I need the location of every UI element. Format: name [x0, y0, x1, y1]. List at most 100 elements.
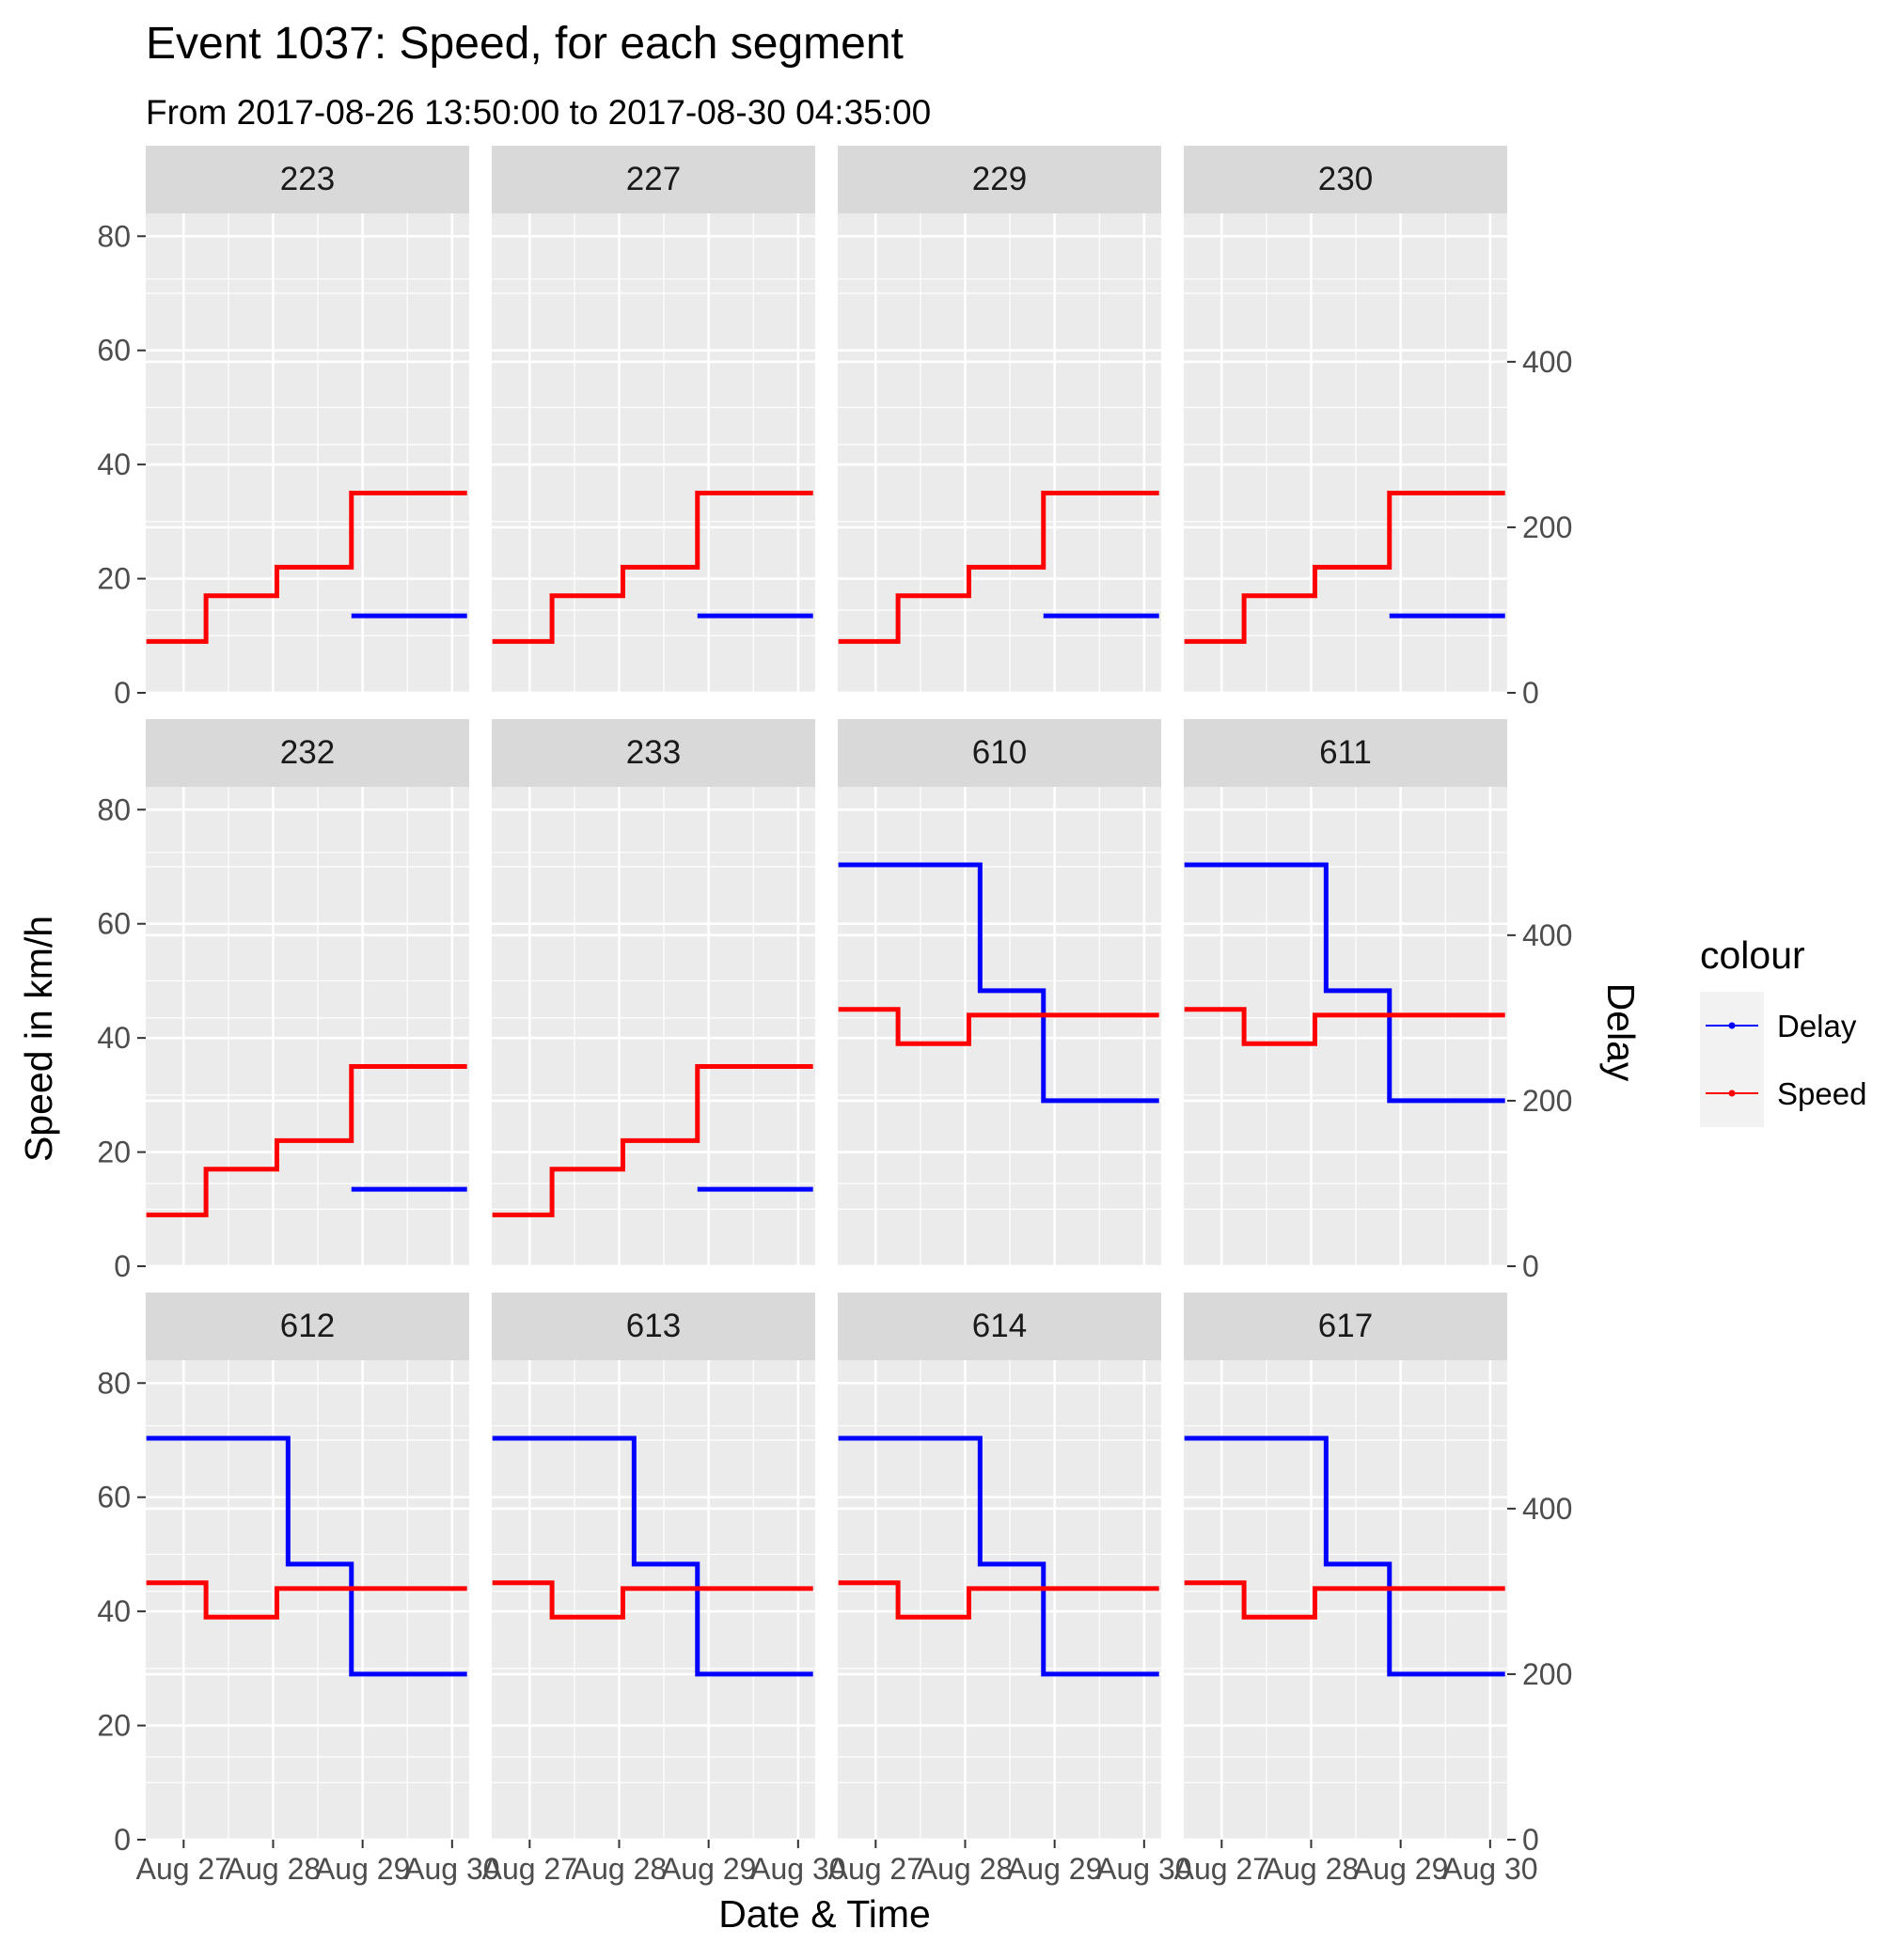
y2-axis-tick-label: 200	[1522, 1084, 1572, 1118]
speed-series-line	[838, 1007, 1159, 1046]
facet-panel-233: 233	[492, 719, 815, 1268]
x-axis-tick-label: Aug 30	[750, 1852, 845, 1886]
y-axis-tick-label: 40	[97, 1594, 131, 1628]
facet-panel-227: 227	[492, 146, 815, 695]
x-axis-tick-label: Aug 29	[315, 1852, 410, 1886]
y-axis-tick-label: 60	[97, 334, 131, 368]
facet-panel-612: 612	[146, 1293, 469, 1842]
x-axis-tick-label: Aug 28	[918, 1852, 1013, 1886]
panel-background	[146, 787, 469, 1266]
facet-panel-230: 230	[1184, 146, 1507, 695]
speed-series-line	[492, 1580, 813, 1620]
x-axis-tick-label: Aug 27	[136, 1852, 231, 1886]
y2-axis-tick-label: 0	[1522, 676, 1539, 710]
chart-subtitle: From 2017-08-26 13:50:00 to 2017-08-30 0…	[146, 93, 931, 132]
facet-panel-232: 232	[146, 719, 469, 1268]
panel-background	[1184, 213, 1507, 693]
speed-series-line	[492, 491, 813, 644]
speed-series-line	[1184, 1007, 1505, 1046]
chart-title: Event 1037: Speed, for each segment	[146, 19, 904, 69]
speed-series-line	[838, 491, 1159, 644]
delay-series-line	[838, 1435, 1159, 1677]
panel-background	[146, 1360, 469, 1840]
x-axis-tick-label: Aug 29	[1007, 1852, 1102, 1886]
delay-series-line	[492, 1435, 813, 1677]
y-axis-title: Speed in km/h	[17, 916, 60, 1162]
y2-axis-tick-label: 200	[1522, 1657, 1572, 1691]
delay-series-line	[838, 862, 1159, 1104]
axes: 0 20 40 60 80 0 200 400 0 20 40 60 80 0 200 400 0 20 40 60 8…	[97, 219, 1572, 1886]
x-axis-tick-label: Aug 29	[1353, 1852, 1448, 1886]
facet-panel-614: 614	[838, 1293, 1161, 1842]
delay-series-line	[1184, 1435, 1505, 1677]
facet-strip	[1184, 719, 1507, 787]
speed-series-line	[146, 491, 467, 644]
y2-axis-tick-label: 0	[1522, 1249, 1539, 1283]
facet-panel-611: 611	[1184, 719, 1507, 1268]
facet-panel-617: 617	[1184, 1293, 1507, 1842]
facet-strip	[838, 1293, 1161, 1360]
facet-strip	[838, 719, 1161, 787]
panel-background	[838, 787, 1161, 1266]
facet-strip-label: 610	[972, 734, 1027, 771]
facet-strip-label: 232	[280, 734, 335, 771]
facet-strip-label: 617	[1318, 1308, 1373, 1344]
facet-panel-223: 223	[146, 146, 469, 695]
speed-series-line	[492, 1064, 813, 1217]
y-axis-tick-label: 60	[97, 907, 131, 941]
panel-background	[146, 213, 469, 693]
y-axis-tick-label: 40	[97, 447, 131, 481]
x-axis-tick-label: Aug 28	[572, 1852, 667, 1886]
facet-strip	[1184, 1293, 1507, 1360]
panel-background	[1184, 1360, 1507, 1840]
facet-strip-label: 611	[1319, 734, 1372, 771]
legend-title: colour	[1700, 933, 1805, 977]
facet-panel-610: 610	[838, 719, 1161, 1268]
x-axis-tick-label: Aug 27	[482, 1852, 577, 1886]
y-axis-tick-label: 80	[97, 1366, 131, 1400]
facet-panel-229: 229	[838, 146, 1161, 695]
panel-background	[492, 213, 815, 693]
panel-background	[1184, 787, 1507, 1266]
y2-axis-tick-label: 400	[1522, 345, 1572, 379]
x-axis-tick-label: Aug 28	[226, 1852, 321, 1886]
x-axis-tick-label: Aug 30	[1096, 1852, 1191, 1886]
speed-series-line	[146, 1064, 467, 1217]
legend-label-delay: Delay	[1777, 1009, 1857, 1043]
panel-background	[838, 213, 1161, 693]
x-axis-tick-label: Aug 27	[828, 1852, 923, 1886]
x-axis-tick-label: Aug 30	[1442, 1852, 1537, 1886]
facet-strip-label: 233	[626, 734, 681, 771]
facet-strip-label: 223	[280, 161, 335, 197]
panel-background	[492, 1360, 815, 1840]
y2-axis-tick-label: 400	[1522, 918, 1572, 952]
facet-strip	[492, 1293, 815, 1360]
delay-series-line	[146, 1435, 467, 1677]
y-axis-tick-label: 60	[97, 1481, 131, 1514]
y2-axis-tick-label: 0	[1522, 1823, 1539, 1857]
y2-axis-tick-label: 200	[1522, 510, 1572, 544]
delay-series-line	[1184, 862, 1505, 1104]
facet-strip-label: 612	[280, 1308, 335, 1344]
panel-background	[838, 1360, 1161, 1840]
facet-strip	[146, 719, 469, 787]
facet-strip	[838, 146, 1161, 213]
facet-panels: 223 227 229 230 232 233 610 611 612 613 614 617	[146, 146, 1507, 1842]
y-axis-tick-label: 0	[114, 1249, 131, 1283]
facet-strip-label: 227	[626, 161, 681, 197]
speed-series-line	[146, 1580, 467, 1620]
legend-key-point	[1728, 1090, 1736, 1097]
legend-key-point	[1728, 1022, 1736, 1029]
x-axis-tick-label: Aug 28	[1264, 1852, 1359, 1886]
y2-axis-tick-label: 400	[1522, 1492, 1572, 1526]
facet-strip	[492, 719, 815, 787]
facet-strip	[146, 1293, 469, 1360]
legend: colour Delay Speed	[1700, 933, 1866, 1127]
facet-strip-label: 230	[1318, 161, 1373, 197]
y-axis-tick-label: 0	[114, 676, 131, 710]
y-axis-tick-label: 40	[97, 1021, 131, 1055]
facet-strip-label: 613	[626, 1308, 681, 1344]
x-axis-tick-label: Aug 29	[661, 1852, 756, 1886]
y-axis-tick-label: 80	[97, 792, 131, 826]
panel-background	[492, 787, 815, 1266]
